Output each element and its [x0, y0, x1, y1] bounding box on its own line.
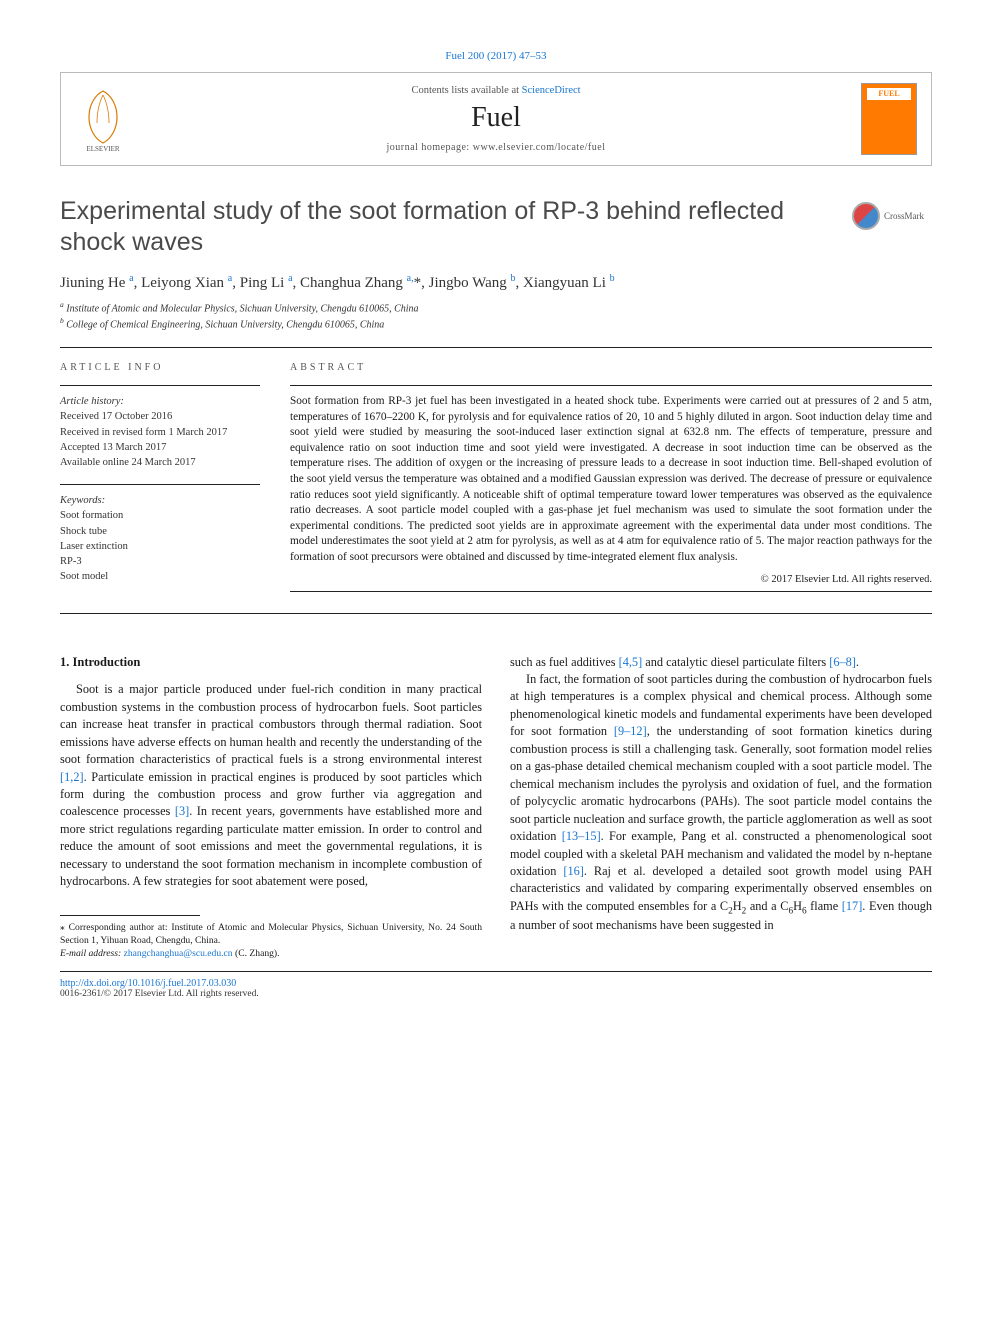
abstract-rule-bottom	[290, 591, 932, 592]
article-history: Article history: Received 17 October 201…	[60, 394, 260, 470]
issn-line: 0016-2361/© 2017 Elsevier Ltd. All right…	[60, 989, 932, 999]
journal-homepage: journal homepage: www.elsevier.com/locat…	[131, 142, 861, 153]
journal-name: Fuel	[131, 102, 861, 134]
ref-link-9-12[interactable]: [9–12]	[614, 724, 647, 738]
doi-line: http://dx.doi.org/10.1016/j.fuel.2017.03…	[60, 978, 932, 989]
body-col-right: such as fuel additives [4,5] and catalyt…	[510, 654, 932, 961]
abstract-column: ABSTRACT Soot formation from RP-3 jet fu…	[290, 362, 932, 598]
c2p2g: H	[793, 899, 802, 913]
history-3: Available online 24 March 2017	[60, 457, 196, 468]
info-rule	[60, 385, 260, 386]
ref-link-1-2[interactable]: [1,2]	[60, 770, 84, 784]
kw-3: RP-3	[60, 556, 82, 567]
ref-link-17[interactable]: [17]	[842, 899, 863, 913]
journal-cover-thumb: FUEL	[861, 83, 917, 155]
body-col-left: 1. Introduction Soot is a major particle…	[60, 654, 482, 961]
affiliation-a: a Institute of Atomic and Molecular Phys…	[60, 300, 932, 317]
homepage-url[interactable]: www.elsevier.com/locate/fuel	[473, 142, 606, 153]
c2p2b: , the understanding of soot formation ki…	[510, 724, 932, 843]
affil-b-text: College of Chemical Engineering, Sichuan…	[66, 320, 384, 331]
author-list: Jiuning He a, Leiyong Xian a, Ping Li a,…	[60, 273, 932, 292]
section-number: 1.	[60, 655, 69, 669]
c2p2e: H	[733, 899, 742, 913]
c2c: .	[856, 655, 859, 669]
history-0: Received 17 October 2016	[60, 411, 172, 422]
body-two-column: 1. Introduction Soot is a major particle…	[60, 654, 932, 961]
section-title: Introduction	[73, 655, 141, 669]
col2-para-2: In fact, the formation of soot particles…	[510, 671, 932, 935]
kw-4: Soot model	[60, 571, 108, 582]
elsevier-logo: ELSEVIER	[75, 85, 131, 153]
abstract-rule	[290, 385, 932, 386]
page: Fuel 200 (2017) 47–53 ELSEVIER Contents …	[0, 0, 992, 1039]
svg-text:ELSEVIER: ELSEVIER	[86, 145, 119, 153]
rule-bottom	[60, 613, 932, 614]
p1a: Soot is a major particle produced under …	[60, 682, 482, 766]
c2p2f: and a C	[746, 899, 788, 913]
journal-header: ELSEVIER Contents lists available at Sci…	[60, 72, 932, 166]
footnote-separator	[60, 915, 200, 916]
abstract-copyright: © 2017 Elsevier Ltd. All rights reserved…	[290, 574, 932, 585]
email-line: E-mail address: zhangchanghua@scu.edu.cn…	[60, 948, 482, 961]
intro-para-1: Soot is a major particle produced under …	[60, 681, 482, 890]
email-label: E-mail address:	[60, 948, 121, 959]
doi-link[interactable]: http://dx.doi.org/10.1016/j.fuel.2017.03…	[60, 978, 236, 989]
crossmark-icon	[852, 202, 880, 230]
ref-link-16[interactable]: [16]	[563, 864, 584, 878]
abstract-text: Soot formation from RP-3 jet fuel has be…	[290, 394, 932, 565]
email-address[interactable]: zhangchanghua@scu.edu.cn	[124, 948, 233, 959]
footer-rule	[60, 971, 932, 972]
ref-link-3[interactable]: [3]	[175, 804, 189, 818]
contents-list-line: Contents lists available at ScienceDirec…	[131, 85, 861, 96]
affil-a-text: Institute of Atomic and Molecular Physic…	[66, 303, 418, 314]
homepage-label: journal homepage:	[387, 142, 473, 153]
email-name: (C. Zhang).	[235, 948, 280, 959]
kw-1: Shock tube	[60, 526, 107, 537]
sciencedirect-link[interactable]: ScienceDirect	[522, 85, 581, 96]
c2a: such as fuel additives	[510, 655, 619, 669]
contents-text: Contents lists available at	[411, 85, 521, 96]
ref-link-6-8[interactable]: [6–8]	[829, 655, 856, 669]
keywords-block: Keywords: Soot formation Shock tube Lase…	[60, 493, 260, 584]
article-title: Experimental study of the soot formation…	[60, 196, 840, 259]
c2p2h: flame	[807, 899, 842, 913]
history-2: Accepted 13 March 2017	[60, 442, 166, 453]
kw-0: Soot formation	[60, 510, 123, 521]
crossmark-label: CrossMark	[884, 211, 924, 221]
ref-link-13-15[interactable]: [13–15]	[562, 829, 601, 843]
c2b: and catalytic diesel particulate filters	[642, 655, 829, 669]
crossmark-badge[interactable]: CrossMark	[852, 196, 932, 236]
affiliation-b: b College of Chemical Engineering, Sichu…	[60, 316, 932, 333]
citation-line: Fuel 200 (2017) 47–53	[60, 50, 932, 62]
cover-label: FUEL	[867, 88, 910, 100]
info-rule-2	[60, 484, 260, 485]
rule-top	[60, 347, 932, 348]
history-1: Received in revised form 1 March 2017	[60, 427, 227, 438]
kw-2: Laser extinction	[60, 541, 128, 552]
section-heading: 1. Introduction	[60, 654, 482, 672]
history-label: Article history:	[60, 396, 124, 407]
article-info-heading: ARTICLE INFO	[60, 362, 260, 373]
keywords-label: Keywords:	[60, 495, 105, 506]
abstract-heading: ABSTRACT	[290, 362, 932, 373]
corresponding-author-note: ⁎ Corresponding author at: Institute of …	[60, 922, 482, 948]
article-info-column: ARTICLE INFO Article history: Received 1…	[60, 362, 260, 598]
col2-continuation: such as fuel additives [4,5] and catalyt…	[510, 654, 932, 671]
ref-link-4-5[interactable]: [4,5]	[619, 655, 643, 669]
